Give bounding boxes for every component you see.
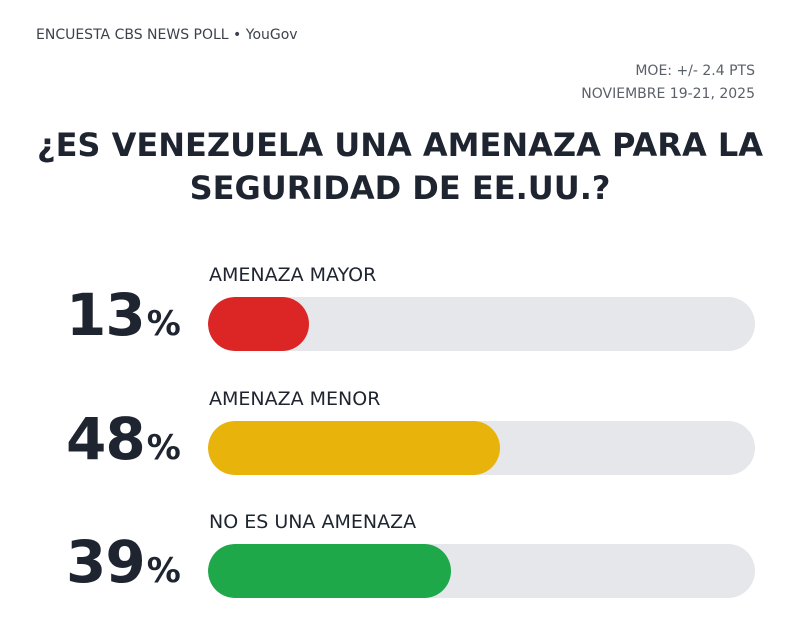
bar-fill bbox=[208, 421, 501, 475]
bar-track bbox=[208, 297, 755, 351]
chart-title: ¿ES VENEZUELA UNA AMENAZA PARA LA SEGURI… bbox=[0, 124, 800, 210]
chart-title-line-2: SEGURIDAD DE EE.UU.? bbox=[189, 169, 611, 207]
poll-source: ENCUESTA CBS NEWS POLL • YouGov bbox=[36, 27, 298, 43]
chart-title-line-1: ¿ES VENEZUELA UNA AMENAZA PARA LA bbox=[37, 126, 763, 164]
bar-track bbox=[208, 421, 755, 475]
percentage-number: 13 bbox=[66, 281, 146, 349]
margin-of-error: MOE: +/- 2.4 PTS bbox=[635, 63, 755, 79]
bar-row-minor-threat: 48% AMENAZA MENOR bbox=[0, 388, 800, 488]
poll-meta: MOE: +/- 2.4 PTS NOVIEMBRE 19-21, 2025 bbox=[581, 60, 755, 106]
percentage-number: 48 bbox=[66, 405, 146, 473]
percentage-number: 39 bbox=[66, 528, 146, 596]
percent-sign: % bbox=[146, 551, 181, 591]
percent-sign: % bbox=[146, 428, 181, 468]
percentage-value: 39% bbox=[66, 528, 181, 596]
bar-label: NO ES UNA AMENAZA bbox=[209, 511, 417, 533]
percentage-value: 13% bbox=[66, 281, 181, 349]
bar-label: AMENAZA MENOR bbox=[209, 388, 381, 410]
bar-fill bbox=[208, 297, 309, 351]
bar-track bbox=[208, 544, 755, 598]
percent-sign: % bbox=[146, 304, 181, 344]
bar-row-no-threat: 39% NO ES UNA AMENAZA bbox=[0, 511, 800, 611]
bar-fill bbox=[208, 544, 452, 598]
bar-row-major-threat: 13% AMENAZA MAYOR bbox=[0, 264, 800, 364]
percentage-value: 48% bbox=[66, 405, 181, 473]
bar-label: AMENAZA MAYOR bbox=[209, 264, 377, 286]
poll-date: NOVIEMBRE 19-21, 2025 bbox=[581, 86, 755, 102]
